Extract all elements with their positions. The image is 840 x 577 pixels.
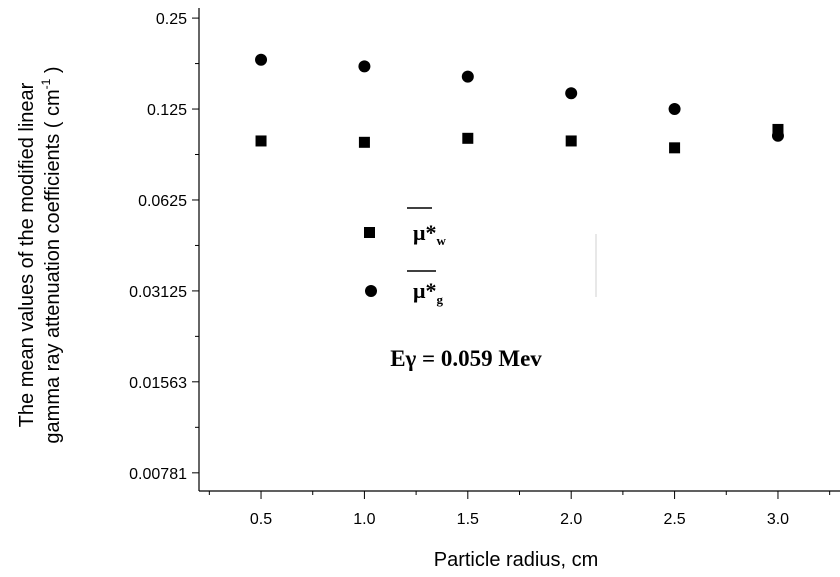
circle-point <box>358 60 371 73</box>
y-axis-title-line1: The mean values of the modified linear <box>16 82 38 427</box>
legend-circle-marker <box>365 285 377 297</box>
data-marks <box>255 53 784 154</box>
circle-point <box>565 87 578 100</box>
x-tick-label: 0.5 <box>250 511 272 528</box>
x-axis-title: Particle radius, cm <box>434 549 599 571</box>
x-tick-label: 1.0 <box>353 511 375 528</box>
legend: μ*w μ*g <box>364 207 597 307</box>
circle-point <box>461 70 474 83</box>
legend-label-g: μ*g <box>413 278 443 307</box>
y-axis-title-close: ) <box>42 66 64 78</box>
y-axis-title-line2: gamma ray attenuation coefficients ( cm-… <box>39 66 64 443</box>
y-tick-label: 0.00781 <box>129 466 187 483</box>
circle-point <box>255 53 268 66</box>
ticks: 0.25 0.125 0.0625 0.03125 0.01563 0.00781 0.5 1… <box>129 11 831 528</box>
y-axis-title: The mean values of the modified linear g… <box>16 66 64 443</box>
axes <box>198 8 840 492</box>
y-tick-label: 0.03125 <box>129 284 187 301</box>
square-point <box>358 136 370 148</box>
x-tick-label: 2.5 <box>663 511 685 528</box>
y-tick-label: 0.25 <box>156 11 187 28</box>
square-point <box>462 132 474 144</box>
y-axis-title-sup: -1 <box>39 78 53 89</box>
square-point <box>565 135 577 147</box>
x-tick-label: 2.0 <box>560 511 582 528</box>
y-axis-title-main: gamma ray attenuation coefficients ( cm <box>42 89 64 443</box>
energy-annotation: Eγ = 0.059 Mev <box>390 346 542 371</box>
square-point <box>669 142 681 154</box>
circle-point <box>771 129 784 142</box>
x-tick-label: 1.5 <box>457 511 479 528</box>
x-tick-label: 3.0 <box>767 511 789 528</box>
y-tick-label: 0.01563 <box>129 375 187 392</box>
square-point <box>772 123 784 135</box>
y-tick-label: 0.0625 <box>138 193 187 210</box>
square-point <box>255 135 267 147</box>
legend-square-marker <box>364 227 375 238</box>
circle-point <box>668 103 681 116</box>
y-tick-label: 0.125 <box>147 102 187 119</box>
legend-label-w: μ*w <box>413 220 446 248</box>
